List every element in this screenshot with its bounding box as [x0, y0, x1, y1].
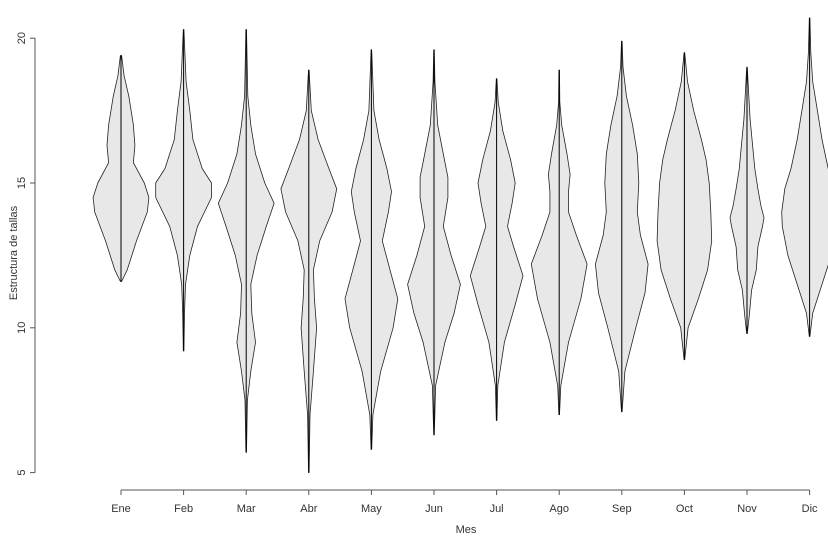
- violin: [781, 17, 828, 337]
- x-tick-label: Jul: [490, 503, 504, 515]
- x-axis-label: Mes: [456, 524, 477, 536]
- y-tick-label: 20: [16, 32, 28, 44]
- x-tick-label: Ago: [549, 503, 569, 515]
- y-tick-label: 15: [16, 177, 28, 189]
- y-tick-label: 10: [16, 322, 28, 334]
- x-tick-label: Feb: [174, 503, 193, 515]
- x-tick-label: Jun: [425, 503, 443, 515]
- x-tick-label: Sep: [612, 503, 632, 515]
- x-tick-label: Dic: [802, 503, 818, 515]
- x-tick-label: Abr: [300, 503, 317, 515]
- y-tick-label: 5: [16, 470, 28, 476]
- x-tick-label: Mar: [237, 503, 256, 515]
- x-tick-label: Ene: [111, 503, 131, 515]
- y-axis-label: Estructura de tallas: [8, 205, 20, 300]
- x-tick-label: Nov: [737, 503, 757, 515]
- x-tick-label: Oct: [676, 503, 693, 515]
- x-tick-label: May: [361, 503, 382, 515]
